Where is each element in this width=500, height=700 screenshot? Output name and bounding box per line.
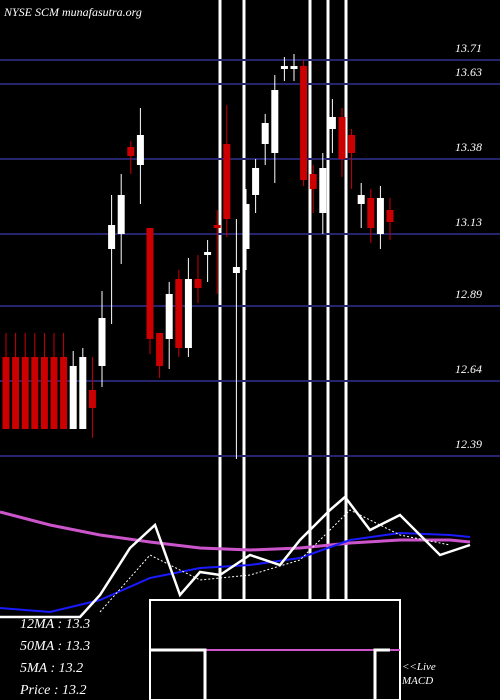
chart-title: NYSE SCM munafasutra.org (3, 5, 142, 19)
candle-body (280, 66, 288, 69)
indicator-line (0, 531, 471, 614)
y-tick-label: 13.38 (455, 140, 482, 154)
indicator-label: MACD (401, 675, 433, 687)
candle-body (2, 357, 10, 429)
y-tick-label: 13.71 (455, 41, 482, 55)
candle-body (88, 390, 96, 408)
macd-hist (373, 648, 390, 700)
candle-body (376, 198, 384, 234)
candle-body (271, 90, 279, 153)
candle-body (338, 117, 346, 159)
candle-body (156, 333, 164, 366)
indicator-line (0, 495, 471, 619)
candle-body (21, 357, 29, 429)
candle-body (117, 195, 125, 234)
candle-body (261, 123, 269, 144)
candle-body (348, 135, 356, 153)
y-tick-label: 12.64 (455, 362, 482, 376)
y-tick-label: 13.63 (455, 65, 482, 79)
indicator-label: 12MA : 13.3 (20, 617, 90, 632)
candle-body (136, 135, 144, 165)
candle-body (184, 279, 192, 348)
candle-body (367, 198, 375, 228)
candle-body (204, 252, 212, 255)
indicator-label: 5MA : 13.2 (20, 661, 83, 676)
candle-body (40, 357, 48, 429)
candle-body (223, 144, 231, 219)
candle-body (252, 168, 260, 195)
candle-body (146, 228, 154, 339)
candle-body (386, 210, 394, 222)
candle-body (50, 357, 58, 429)
candle-body (127, 147, 135, 156)
indicator-label: 50MA : 13.3 (20, 639, 90, 654)
candle-body (357, 195, 365, 204)
indicator-label: Price : 13.2 (19, 683, 86, 698)
candle-body (194, 279, 202, 288)
candle-body (300, 66, 308, 180)
candle-body (213, 225, 221, 228)
macd-hist (150, 648, 207, 700)
candle-body (60, 357, 68, 429)
candle-body (31, 357, 39, 429)
y-tick-label: 13.13 (455, 215, 482, 229)
candle-body (309, 174, 317, 189)
candle-body (98, 318, 106, 366)
candle-body (165, 294, 173, 339)
indicator-line (99, 509, 451, 613)
candle-body (319, 168, 327, 213)
candle-body (175, 279, 183, 348)
candle-body (290, 66, 298, 69)
indicator-label: <<Live (402, 661, 436, 673)
candle-body (328, 117, 336, 129)
candle-body (242, 204, 250, 249)
candle-body (108, 225, 116, 249)
vertical-markers (218, 0, 348, 700)
candle-body (69, 366, 77, 429)
y-tick-label: 12.39 (455, 437, 482, 451)
indicator-line (0, 510, 471, 552)
candle-body (79, 357, 87, 429)
candle-body (12, 357, 20, 429)
candle-body (232, 267, 240, 273)
y-tick-label: 12.89 (455, 287, 482, 301)
